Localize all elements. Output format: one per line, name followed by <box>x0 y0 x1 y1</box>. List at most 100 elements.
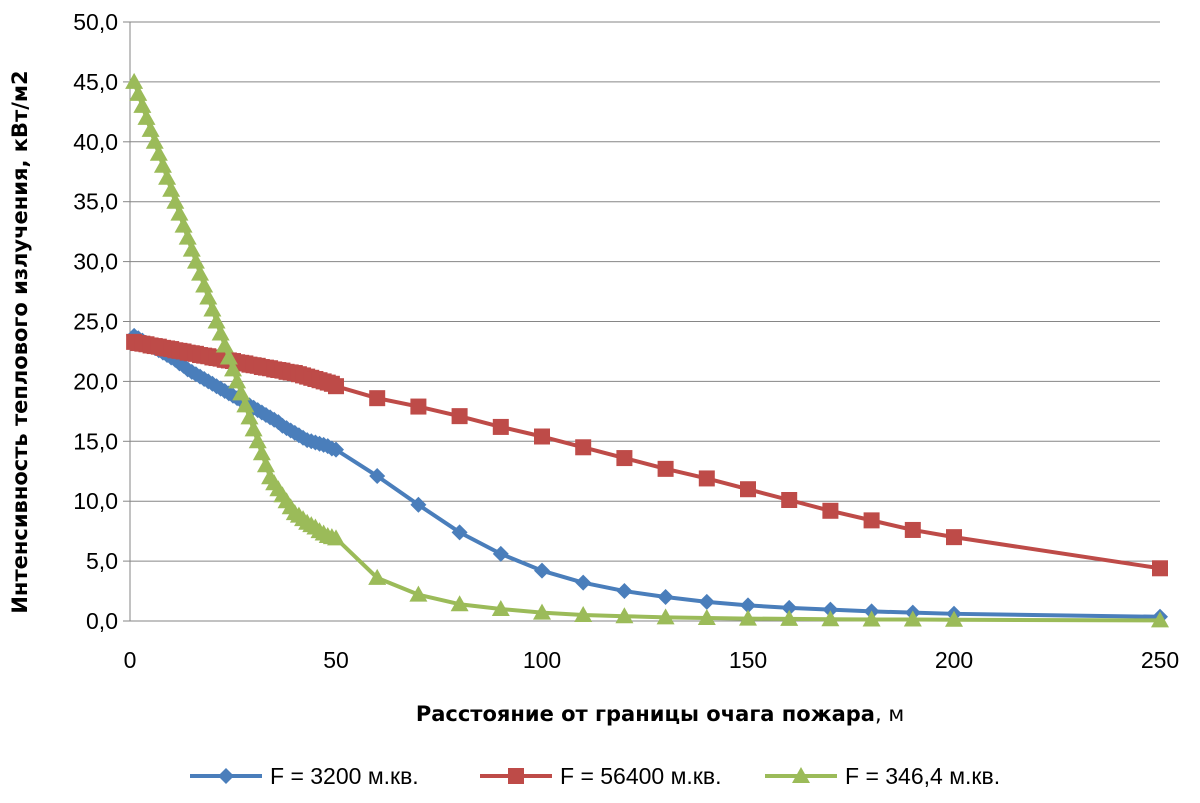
y-tick-labels: 0,0 5,0 10,0 15,0 20,0 25,0 30,0 35,0 40,0 45,0 50… <box>73 9 118 634</box>
data-point <box>232 384 251 401</box>
data-point <box>491 600 510 617</box>
data-point <box>224 360 242 377</box>
legend-item: F = 56400 м.кв. <box>480 763 721 789</box>
series-line <box>132 81 1161 623</box>
data-point <box>203 300 222 317</box>
data-point <box>141 120 160 137</box>
data-point <box>781 599 798 616</box>
data-point <box>697 609 716 626</box>
data-point <box>170 204 189 221</box>
data-point <box>182 240 201 257</box>
data-point <box>1152 560 1168 577</box>
data-point <box>228 372 247 389</box>
legend-label: F = 56400 м.кв. <box>560 763 721 789</box>
data-point <box>211 324 230 341</box>
series-diamond <box>126 327 1168 625</box>
legend-label: F = 3200 м.кв. <box>270 763 419 789</box>
data-point <box>369 390 386 407</box>
data-point <box>166 192 185 209</box>
x-tick-labels: 0 50 100 150 200 250 <box>124 647 1180 673</box>
data-point <box>740 597 756 614</box>
data-point <box>616 583 633 600</box>
x-axis-title-main: Расстояние от границы очага пожара <box>416 702 875 726</box>
data-point <box>946 529 962 546</box>
data-point <box>533 603 551 620</box>
data-point <box>534 428 550 445</box>
data-point <box>945 610 963 627</box>
data-point <box>616 450 633 467</box>
data-point <box>369 468 386 485</box>
x-tick-label: 250 <box>1141 647 1179 673</box>
data-point <box>740 481 756 498</box>
gridlines <box>130 21 1160 622</box>
data-point <box>174 216 193 233</box>
data-point <box>178 228 197 245</box>
data-point <box>218 768 234 784</box>
series-group <box>125 72 1169 628</box>
data-point <box>863 512 880 529</box>
data-point <box>133 96 152 113</box>
data-point <box>862 610 881 627</box>
data-point <box>792 767 810 783</box>
data-point <box>145 132 164 149</box>
x-tick-label: 200 <box>935 647 973 673</box>
data-point <box>248 432 267 449</box>
data-point <box>615 607 634 624</box>
data-point <box>162 180 181 197</box>
data-point <box>409 585 428 602</box>
data-point <box>904 521 921 538</box>
data-point <box>256 456 275 473</box>
data-point <box>656 608 675 625</box>
data-point <box>158 168 177 185</box>
data-point <box>195 276 214 293</box>
data-point <box>252 444 271 461</box>
data-point <box>657 589 674 606</box>
y-tick-label: 15,0 <box>73 428 118 454</box>
data-point <box>657 460 674 477</box>
x-axis-title: Расстояние от границы очага пожара, м <box>416 702 904 726</box>
data-point <box>199 288 218 305</box>
y-axis-title: Интенсивность теплового излучения, кВт/м… <box>8 70 32 613</box>
data-point <box>240 408 259 425</box>
x-tick-label: 100 <box>523 647 561 673</box>
data-point <box>698 593 715 610</box>
legend-item: F = 346,4 м.кв. <box>765 763 1000 789</box>
data-point <box>575 574 592 591</box>
legend-item: F = 3200 м.кв. <box>190 763 419 789</box>
y-tick-label: 25,0 <box>73 309 118 335</box>
data-point <box>186 252 205 269</box>
data-point <box>328 378 344 395</box>
data-point <box>574 606 593 623</box>
y-tick-label: 5,0 <box>86 548 118 574</box>
y-tick-label: 0,0 <box>86 608 118 634</box>
data-point <box>327 529 345 546</box>
data-point <box>410 496 427 513</box>
data-point <box>698 470 715 487</box>
legend: F = 3200 м.кв. F = 56400 м.кв. F = 346,4 м… <box>190 763 1000 789</box>
data-point <box>368 568 387 585</box>
data-point <box>575 439 592 456</box>
data-point <box>215 336 234 353</box>
y-tick-label: 40,0 <box>73 129 118 155</box>
data-point <box>125 72 144 89</box>
legend-label: F = 346,4 м.кв. <box>845 763 1000 789</box>
series-triangle <box>125 72 1169 628</box>
y-tick-label: 45,0 <box>73 69 118 95</box>
data-point <box>822 601 839 618</box>
data-point <box>508 768 524 784</box>
data-point <box>780 609 799 626</box>
data-point <box>492 545 509 562</box>
data-point <box>903 610 922 627</box>
y-tick-label: 10,0 <box>73 488 118 514</box>
x-tick-label: 50 <box>323 647 349 673</box>
x-tick-label: 0 <box>124 647 137 673</box>
x-tick-label: 150 <box>729 647 767 673</box>
data-point <box>219 348 238 365</box>
data-point <box>822 502 839 519</box>
data-point <box>410 398 427 415</box>
data-point <box>1151 611 1169 628</box>
data-point <box>821 610 840 627</box>
data-point <box>149 144 168 161</box>
data-point <box>739 609 757 626</box>
